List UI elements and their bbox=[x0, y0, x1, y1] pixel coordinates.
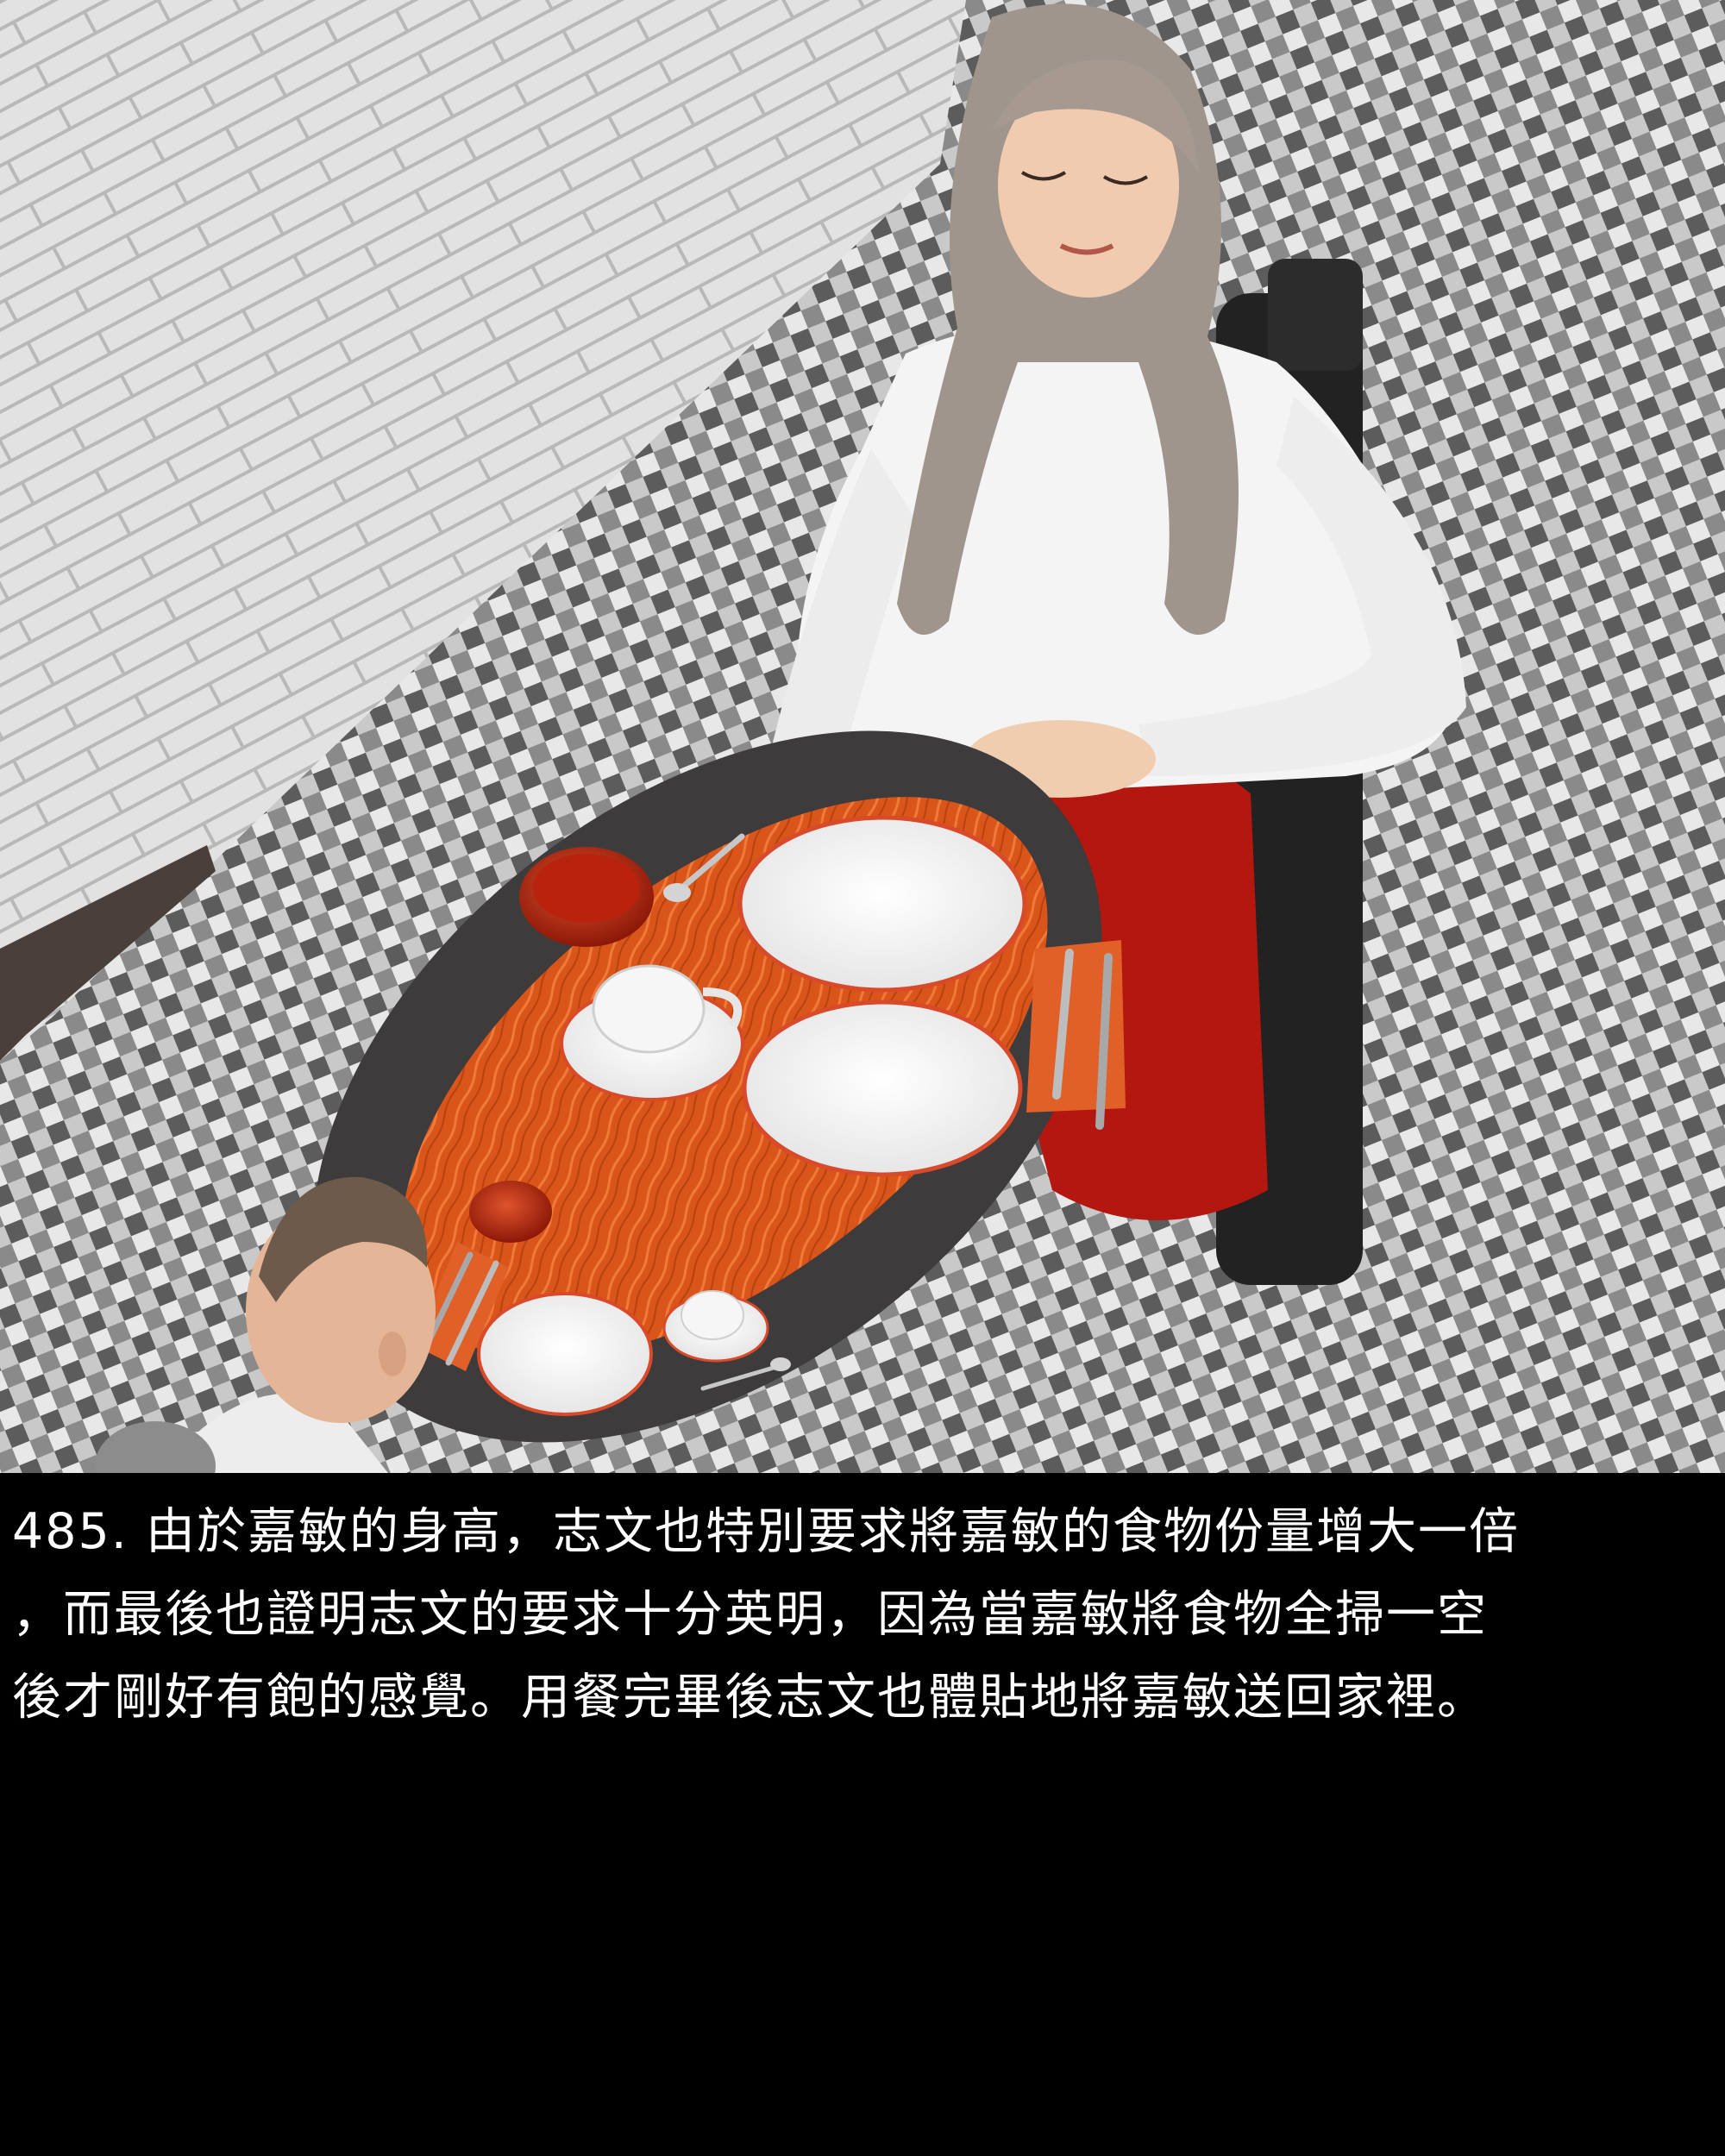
woman-bangs bbox=[992, 60, 1199, 172]
napkin-left bbox=[414, 1242, 509, 1371]
cup-large bbox=[592, 964, 706, 1054]
knife-right bbox=[1095, 953, 1113, 1130]
woman-right-eye bbox=[1102, 175, 1149, 185]
spoon-small-head bbox=[770, 1357, 791, 1371]
plate-middle bbox=[742, 1000, 1023, 1177]
plate-small bbox=[477, 1292, 653, 1416]
fork-left bbox=[445, 1260, 499, 1366]
cup-large-handle bbox=[702, 987, 743, 1029]
chair-top bbox=[1268, 259, 1363, 371]
man-hair bbox=[259, 1176, 428, 1302]
comic-illustration bbox=[0, 0, 1725, 1473]
caption-line-3: 後才剛好有飽的感覺。用餐完畢後志文也體貼地將嘉敏送回家裡。 bbox=[12, 1669, 1488, 1726]
second-person-head bbox=[95, 1421, 216, 1473]
woman-left-eye bbox=[1020, 171, 1067, 181]
spoon-top-head bbox=[663, 883, 691, 902]
fork-right bbox=[1052, 949, 1074, 1100]
woman-mouth bbox=[1059, 243, 1114, 255]
woman-left-arm bbox=[759, 448, 914, 811]
cup-small bbox=[681, 1290, 744, 1340]
woman-right-arm bbox=[1138, 397, 1466, 776]
bowl-small bbox=[469, 1181, 552, 1243]
bowl-large-inner bbox=[533, 854, 640, 923]
spoon-top bbox=[678, 833, 745, 892]
caption-line-1: 485. 由於嘉敏的身高，志文也特別要求將嘉敏的食物份量增大一倍 bbox=[12, 1503, 1521, 1560]
plate-upper bbox=[737, 815, 1027, 993]
caption-box: 485. 由於嘉敏的身高，志文也特別要求將嘉敏的食物份量增大一倍 ，而最後也證明… bbox=[0, 1473, 1725, 2156]
woman-face bbox=[998, 73, 1179, 298]
man-ear bbox=[379, 1332, 406, 1376]
spoon-small bbox=[700, 1364, 779, 1391]
wall-shadow-edge bbox=[0, 845, 216, 1061]
caption-line-2: ，而最後也證明志文的要求十分英明，因為當嘉敏將食物全掃一空 bbox=[12, 1586, 1488, 1643]
brick-wall bbox=[0, 0, 966, 1061]
